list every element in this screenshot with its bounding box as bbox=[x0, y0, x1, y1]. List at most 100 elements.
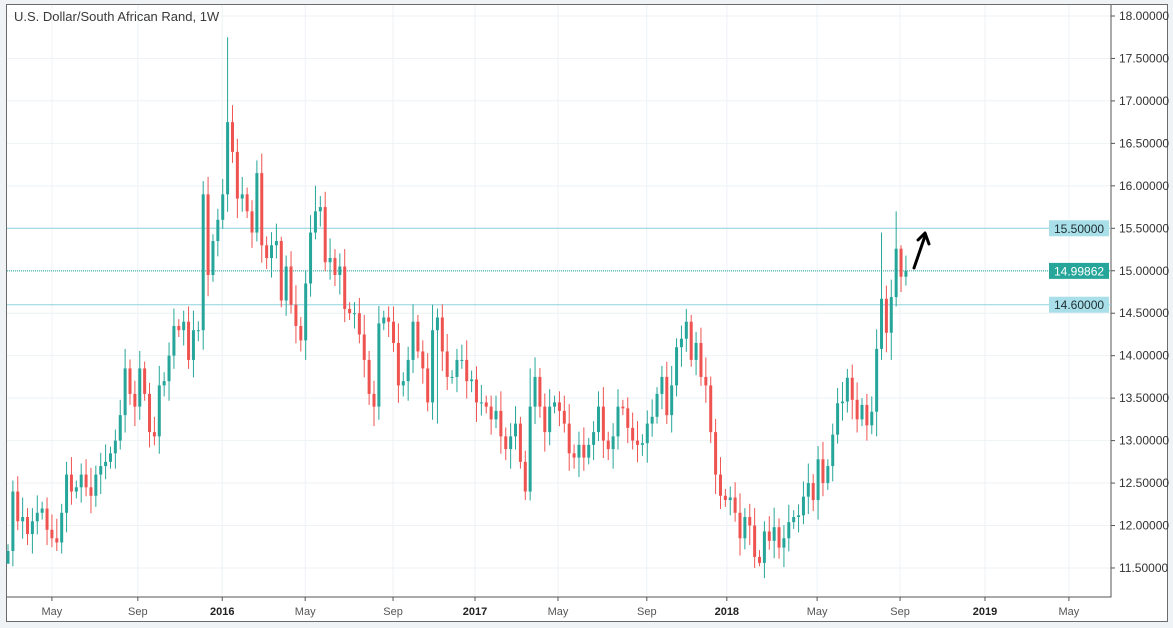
candle-body-down bbox=[626, 408, 630, 428]
candle-body-down bbox=[523, 461, 527, 492]
price-tick-label: 13.50000 bbox=[1119, 391, 1169, 405]
arrow-up-icon bbox=[912, 231, 931, 270]
candle-body-up bbox=[743, 517, 747, 539]
candle-body-up bbox=[6, 550, 10, 564]
candle-body-up bbox=[411, 321, 415, 360]
candle-body-up bbox=[533, 376, 537, 407]
candle-body-down bbox=[133, 393, 137, 407]
candle-body-down bbox=[45, 508, 49, 530]
candle-body-down bbox=[718, 474, 722, 496]
candle-body-up bbox=[196, 330, 200, 332]
candle-body-up bbox=[470, 379, 474, 382]
candle-body-up bbox=[904, 270, 908, 277]
candle-body-up bbox=[655, 393, 659, 417]
candle-body-up bbox=[240, 194, 244, 199]
candle-body-down bbox=[538, 376, 542, 407]
candle-body-up bbox=[592, 432, 596, 445]
candle-body-down bbox=[850, 377, 854, 400]
candle-body-down bbox=[865, 404, 869, 426]
price-tick-label: 15.50000 bbox=[1119, 221, 1169, 235]
candle-body-up bbox=[870, 411, 874, 426]
candle-body-up bbox=[509, 436, 513, 450]
level-price-label: 14.60000 bbox=[1054, 298, 1104, 312]
candle-body-down bbox=[148, 393, 152, 433]
candle-body-down bbox=[426, 368, 430, 403]
candle-body-down bbox=[421, 351, 425, 369]
candle-body-up bbox=[274, 241, 278, 246]
candle-body-up bbox=[138, 368, 142, 407]
candle-body-down bbox=[733, 497, 737, 513]
candle-body-up bbox=[11, 491, 15, 551]
candle-body-down bbox=[206, 194, 210, 276]
price-tick-label: 12.50000 bbox=[1119, 476, 1169, 490]
candle-body-up bbox=[309, 232, 313, 284]
level-price-label-bg bbox=[1049, 220, 1109, 237]
candle-body-up bbox=[528, 406, 532, 492]
candle-body-up bbox=[816, 459, 820, 501]
candle-body-up bbox=[304, 283, 308, 341]
candle-body-up bbox=[104, 461, 108, 467]
candle-body-up bbox=[840, 401, 844, 404]
candle-body-down bbox=[362, 334, 366, 360]
candle-body-up bbox=[377, 323, 381, 407]
candle-body-up bbox=[40, 508, 44, 513]
time-tick-label: May bbox=[295, 606, 316, 618]
candle-body-down bbox=[777, 527, 781, 548]
candle-body-up bbox=[211, 241, 215, 276]
candle-body-down bbox=[250, 211, 254, 233]
candle-body-up bbox=[65, 474, 69, 513]
candle-body-up bbox=[157, 385, 161, 437]
candle-body-down bbox=[714, 432, 718, 475]
candle-body-down bbox=[489, 406, 493, 420]
candle-body-down bbox=[143, 368, 147, 394]
candle-body-up bbox=[270, 245, 274, 259]
candle-body-down bbox=[177, 325, 181, 331]
candle-body-up bbox=[450, 376, 454, 378]
time-tick-label: 2019 bbox=[973, 606, 997, 618]
candle-body-up bbox=[675, 347, 679, 386]
candle-body-up bbox=[431, 330, 435, 403]
candle-body-up bbox=[836, 403, 840, 435]
candle-body-up bbox=[113, 440, 117, 454]
price-tick-label: 11.50000 bbox=[1119, 561, 1168, 575]
candle-body-down bbox=[855, 399, 859, 420]
price-tick-label: 14.50000 bbox=[1119, 306, 1169, 320]
candle-body-down bbox=[557, 402, 561, 411]
time-tick-label: Sep bbox=[128, 606, 148, 618]
candle-body-down bbox=[260, 173, 264, 246]
candle-body-up bbox=[494, 410, 498, 420]
candle-body-up bbox=[226, 122, 230, 195]
candle-body-up bbox=[679, 338, 683, 348]
candle-body-up bbox=[118, 415, 122, 441]
candle-body-up bbox=[645, 423, 649, 444]
candle-body-up bbox=[684, 321, 688, 339]
candle-body-up bbox=[792, 517, 796, 523]
candle-body-up bbox=[221, 194, 225, 220]
candle-body-up bbox=[60, 512, 64, 543]
candle-body-up bbox=[587, 444, 591, 458]
candle-body-down bbox=[396, 342, 400, 386]
price-tick-label: 12.00000 bbox=[1119, 519, 1169, 533]
price-tick-label: 18.00000 bbox=[1119, 9, 1169, 23]
candle-body-up bbox=[889, 297, 893, 333]
candle-body-up bbox=[694, 342, 698, 360]
candle-body-down bbox=[50, 529, 54, 539]
candle-body-up bbox=[382, 317, 386, 324]
candle-body-down bbox=[582, 444, 586, 458]
time-tick-label: Sep bbox=[890, 606, 910, 618]
candle-body-down bbox=[758, 556, 762, 563]
candle-body-down bbox=[543, 406, 547, 433]
candle-body-up bbox=[875, 348, 879, 412]
candle-body-down bbox=[128, 368, 132, 394]
candle-body-up bbox=[162, 381, 166, 386]
candle-body-up bbox=[338, 266, 342, 276]
candle-body-down bbox=[245, 194, 249, 212]
candle-body-up bbox=[21, 517, 25, 522]
time-tick-label: 2018 bbox=[715, 606, 739, 618]
candle-body-up bbox=[318, 207, 322, 212]
candle-body-up bbox=[514, 423, 518, 437]
time-tick-label: May bbox=[807, 606, 828, 618]
candle-body-down bbox=[821, 459, 825, 484]
candle-body-down bbox=[323, 207, 327, 263]
